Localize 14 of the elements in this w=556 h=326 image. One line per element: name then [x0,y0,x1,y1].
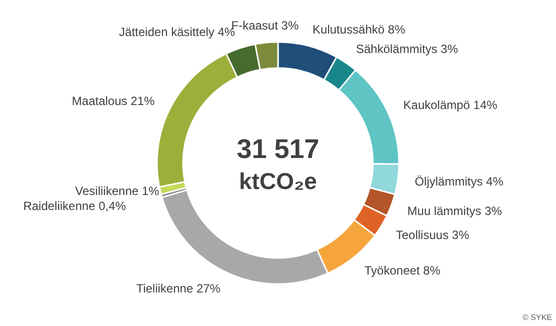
slice-label: Työkoneet 8% [364,264,441,278]
slice-label: Teollisuus 3% [396,228,470,242]
text: © SYKE [522,313,552,322]
slice-label: Maatalous 21% [72,94,155,108]
slice-label: Tieliikenne 27% [136,281,221,296]
text: 31 517 [236,134,320,164]
slice-label: Raideliikenne 0,4% [23,198,126,213]
slice-label: Kulutussähkö 8% [312,22,406,36]
slice-label: Muu lämmitys 3% [407,204,502,218]
text: ktCO₂e [239,168,317,194]
slice-label: Öljylämmitys 4% [414,174,504,189]
slice-label: Vesiliikenne 1% [75,184,160,198]
slice-label: Sähkölämmitys 3% [356,42,458,56]
slice-label: Kaukolämpö 14% [403,98,498,112]
